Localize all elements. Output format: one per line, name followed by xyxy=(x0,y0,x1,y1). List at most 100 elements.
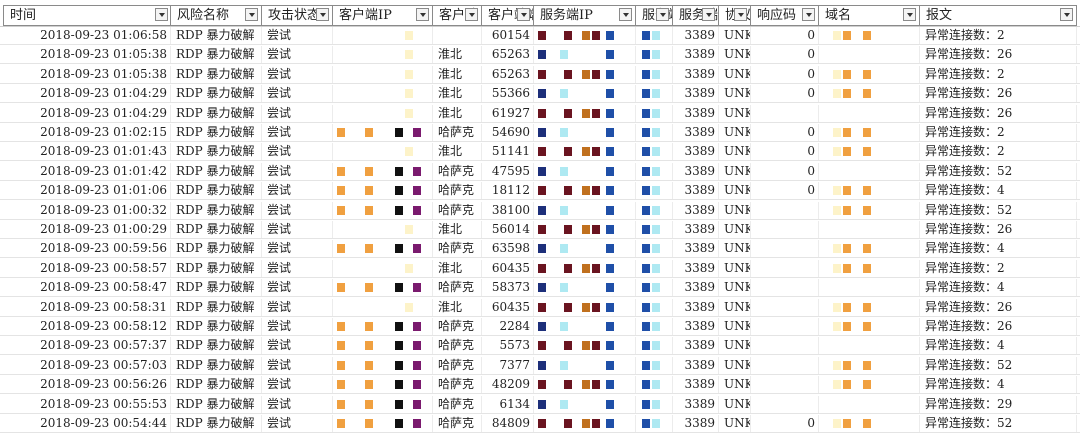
cell-domain[interactable] xyxy=(819,356,920,374)
cell-attack-status[interactable]: 尝试 xyxy=(262,395,333,413)
cell-response-code[interactable] xyxy=(751,395,819,413)
cell-time[interactable]: 2018-09-23 00:58:57 xyxy=(3,259,171,277)
cell-protocol[interactable]: UNKN xyxy=(719,318,751,335)
cell-risk-name[interactable]: RDP 暴力破解 xyxy=(171,143,262,161)
cell-message[interactable]: 异常连接数：4 xyxy=(920,337,1077,355)
cell-client-city[interactable] xyxy=(433,27,482,44)
cell-message[interactable]: 异常连接数：52 xyxy=(920,415,1077,432)
cell-protocol[interactable]: UNKN xyxy=(719,259,751,277)
cell-client-city[interactable]: 淮北 xyxy=(433,46,482,64)
cell-attack-status[interactable]: 尝试 xyxy=(262,104,333,122)
cell-response-code[interactable] xyxy=(751,104,819,122)
table-row[interactable]: 2018-09-23 01:05:38 RDP 暴力破解 尝试 淮北 65263 3389… xyxy=(0,65,1080,84)
cell-message[interactable]: 异常连接数：4 xyxy=(920,240,1077,258)
cell-protocol[interactable]: UNKN xyxy=(719,46,751,64)
cell-protocol[interactable]: UNKN xyxy=(719,337,751,355)
cell-protocol[interactable]: UNKN xyxy=(719,415,751,432)
cell-response-code[interactable]: 0 xyxy=(751,65,819,83)
cell-client-ip[interactable] xyxy=(333,279,433,297)
table-row[interactable]: 2018-09-23 00:57:37 RDP 暴力破解 尝试 哈萨克 5573 3389… xyxy=(0,337,1080,356)
cell-risk-name[interactable]: RDP 暴力破解 xyxy=(171,395,262,413)
cell-server-ip[interactable] xyxy=(534,27,636,44)
cell-domain[interactable] xyxy=(819,395,920,413)
table-row[interactable]: 2018-09-23 00:58:47 RDP 暴力破解 尝试 哈萨克 58373 338… xyxy=(0,279,1080,298)
cell-risk-name[interactable]: RDP 暴力破解 xyxy=(171,240,262,258)
cell-client-city[interactable]: 哈萨克 xyxy=(433,356,482,374)
cell-client-ip[interactable] xyxy=(333,221,433,238)
cell-domain[interactable] xyxy=(819,221,920,238)
cell-domain[interactable] xyxy=(819,143,920,161)
cell-time[interactable]: 2018-09-23 00:58:12 xyxy=(3,318,171,335)
cell-server[interactable] xyxy=(636,104,673,122)
cell-client-port[interactable]: 5573 xyxy=(482,337,534,355)
cell-message[interactable]: 异常连接数：26 xyxy=(920,298,1077,316)
cell-response-code[interactable] xyxy=(751,221,819,238)
cell-client-ip[interactable] xyxy=(333,162,433,180)
cell-protocol[interactable]: UNKN xyxy=(719,182,751,200)
cell-message[interactable]: 异常连接数：26 xyxy=(920,46,1077,64)
cell-time[interactable]: 2018-09-23 01:01:43 xyxy=(3,143,171,161)
cell-protocol[interactable]: UNKN xyxy=(719,298,751,316)
cell-client-city[interactable]: 淮北 xyxy=(433,221,482,238)
cell-server-ip[interactable] xyxy=(534,124,636,141)
cell-client-city[interactable]: 淮北 xyxy=(433,85,482,103)
cell-server-port[interactable]: 3389 xyxy=(673,221,719,238)
cell-server[interactable] xyxy=(636,143,673,161)
cell-protocol[interactable]: UNKN xyxy=(719,201,751,219)
cell-server[interactable] xyxy=(636,318,673,335)
cell-time[interactable]: 2018-09-23 00:58:47 xyxy=(3,279,171,297)
cell-client-port[interactable]: 60154 xyxy=(482,27,534,44)
table-row[interactable]: 2018-09-23 01:01:43 RDP 暴力破解 尝试 淮北 51141 3389… xyxy=(0,143,1080,162)
cell-client-ip[interactable] xyxy=(333,182,433,200)
cell-risk-name[interactable]: RDP 暴力破解 xyxy=(171,376,262,394)
cell-risk-name[interactable]: RDP 暴力破解 xyxy=(171,279,262,297)
cell-attack-status[interactable]: 尝试 xyxy=(262,85,333,103)
cell-time[interactable]: 2018-09-23 00:54:44 xyxy=(3,415,171,432)
filter-dropdown-icon[interactable] xyxy=(734,8,747,21)
cell-server[interactable] xyxy=(636,27,673,44)
cell-client-ip[interactable] xyxy=(333,27,433,44)
cell-risk-name[interactable]: RDP 暴力破解 xyxy=(171,259,262,277)
cell-attack-status[interactable]: 尝试 xyxy=(262,415,333,432)
table-row[interactable]: 2018-09-23 01:00:32 RDP 暴力破解 尝试 哈萨克 38100 338… xyxy=(0,201,1080,220)
cell-response-code[interactable] xyxy=(751,298,819,316)
cell-protocol[interactable]: UNKN xyxy=(719,124,751,141)
cell-risk-name[interactable]: RDP 暴力破解 xyxy=(171,415,262,432)
cell-server-ip[interactable] xyxy=(534,395,636,413)
cell-message[interactable]: 异常连接数：4 xyxy=(920,376,1077,394)
cell-message[interactable]: 异常连接数：26 xyxy=(920,85,1077,103)
cell-server-ip[interactable] xyxy=(534,104,636,122)
cell-server-ip[interactable] xyxy=(534,240,636,258)
cell-server[interactable] xyxy=(636,415,673,432)
cell-risk-name[interactable]: RDP 暴力破解 xyxy=(171,104,262,122)
cell-time[interactable]: 2018-09-23 01:01:06 xyxy=(3,182,171,200)
cell-client-city[interactable]: 哈萨克 xyxy=(433,124,482,141)
cell-domain[interactable] xyxy=(819,259,920,277)
cell-domain[interactable] xyxy=(819,337,920,355)
cell-risk-name[interactable]: RDP 暴力破解 xyxy=(171,65,262,83)
cell-risk-name[interactable]: RDP 暴力破解 xyxy=(171,318,262,335)
cell-protocol[interactable]: UNKN xyxy=(719,395,751,413)
cell-server-port[interactable]: 3389 xyxy=(673,124,719,141)
cell-client-port[interactable]: 65263 xyxy=(482,46,534,64)
cell-attack-status[interactable]: 尝试 xyxy=(262,298,333,316)
cell-server-port[interactable]: 3389 xyxy=(673,162,719,180)
cell-client-port[interactable]: 48209 xyxy=(482,376,534,394)
cell-server-port[interactable]: 3389 xyxy=(673,279,719,297)
cell-client-port[interactable]: 55366 xyxy=(482,85,534,103)
cell-server[interactable] xyxy=(636,337,673,355)
cell-client-port[interactable]: 61927 xyxy=(482,104,534,122)
cell-protocol[interactable]: UNKN xyxy=(719,279,751,297)
table-row[interactable]: 2018-09-23 01:00:29 RDP 暴力破解 尝试 淮北 56014 3389… xyxy=(0,221,1080,239)
cell-server-ip[interactable] xyxy=(534,201,636,219)
cell-response-code[interactable]: 0 xyxy=(751,27,819,44)
cell-time[interactable]: 2018-09-23 01:01:42 xyxy=(3,162,171,180)
cell-client-ip[interactable] xyxy=(333,318,433,335)
cell-server-ip[interactable] xyxy=(534,85,636,103)
cell-server[interactable] xyxy=(636,298,673,316)
filter-dropdown-icon[interactable] xyxy=(316,8,329,21)
cell-domain[interactable] xyxy=(819,182,920,200)
cell-client-port[interactable]: 7377 xyxy=(482,356,534,374)
cell-client-city[interactable]: 哈萨克 xyxy=(433,162,482,180)
table-row[interactable]: 2018-09-23 01:01:42 RDP 暴力破解 尝试 哈萨克 47595 338… xyxy=(0,162,1080,181)
